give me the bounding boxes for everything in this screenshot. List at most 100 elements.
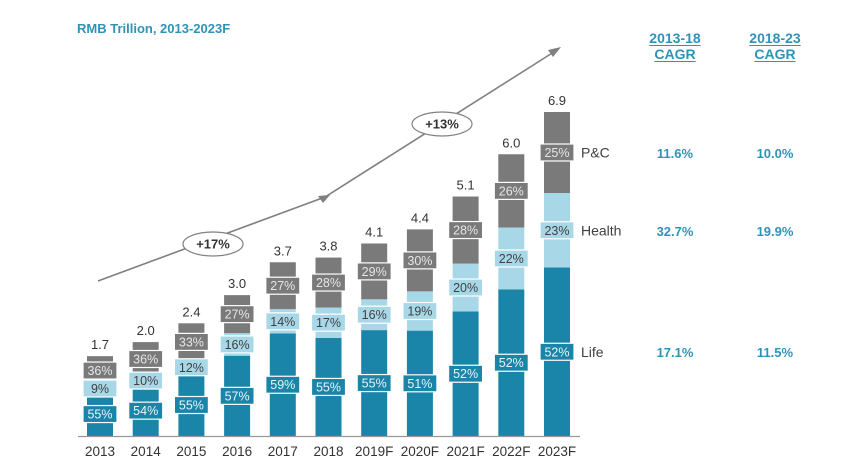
- segment-label: 28%: [316, 276, 341, 290]
- total-label: 6.0: [502, 135, 520, 150]
- x-tick-label: 2016: [222, 444, 252, 459]
- cagr-pc-2018-23: 10.0%: [756, 146, 794, 161]
- total-label: 2.4: [182, 304, 200, 319]
- segment-labels: 55% 9% 36% 1.7 54% 10% 36% 2.0 55% 12% 33% 2.4 57% 16…: [82, 93, 575, 424]
- total-label: 5.1: [457, 178, 475, 193]
- segment-label: 59%: [270, 378, 295, 392]
- cagr-header-period: 2013-18: [649, 30, 701, 46]
- segment-label: 55%: [87, 408, 112, 422]
- segment-label-box: [448, 278, 484, 297]
- segment-label: 57%: [225, 389, 250, 403]
- total-label: 4.1: [365, 224, 383, 239]
- segment-label-box: [310, 273, 347, 292]
- segment-label: 27%: [270, 279, 295, 293]
- cagr-life-2013-18: 17.1%: [656, 345, 694, 360]
- x-tick-label: 2021F: [446, 444, 484, 459]
- segment-label-box: [402, 251, 438, 270]
- segment-label: 26%: [499, 184, 524, 198]
- x-tick-label: 2020F: [401, 444, 439, 459]
- segment-label: 25%: [544, 146, 569, 160]
- segment-label-box: [219, 386, 255, 405]
- total-label: 3.7: [274, 243, 292, 258]
- segment-label-box: [173, 332, 209, 351]
- cagr-header-2013-18: 2013-18 CAGR: [635, 30, 715, 62]
- x-tick-label: 2015: [176, 444, 206, 459]
- segment-label-box: [265, 276, 301, 295]
- segment-label-box: [265, 375, 301, 394]
- arrowhead-icon: [318, 195, 330, 203]
- segment-label: 16%: [362, 308, 387, 322]
- segment-label: 33%: [179, 335, 204, 349]
- x-axis: 2013 2014 2015 2016 2017 2018 2019F 2020F 2021F 2…: [78, 435, 580, 459]
- segment-label: 23%: [544, 224, 569, 238]
- segment-label-box: [493, 353, 529, 372]
- segment-label-box: [82, 361, 118, 380]
- cagr-header-label: CAGR: [754, 46, 796, 62]
- cagr-health-2013-18: 32.7%: [656, 224, 694, 239]
- segment-label-box: [356, 305, 392, 324]
- segment-label: 22%: [499, 252, 524, 266]
- segment-label: 51%: [407, 377, 432, 391]
- cagr-header-period: 2018-23: [749, 30, 801, 46]
- segment-label: 27%: [225, 308, 250, 322]
- segment-label-box: [448, 364, 484, 383]
- segment-label-box: [539, 143, 575, 162]
- cagr-bubble-label: +17%: [196, 237, 230, 252]
- cagr-health-2018-23: 19.9%: [756, 224, 794, 239]
- growth-arrow: +17% +13%: [97, 47, 561, 282]
- segment-label-box: [493, 249, 529, 268]
- legend-health: Health: [581, 222, 621, 238]
- segment-label: 36%: [133, 352, 158, 366]
- segment-label-box: [448, 220, 484, 240]
- cagr-life-2018-23: 11.5%: [756, 345, 794, 360]
- cagr-bubble-label: +13%: [425, 117, 459, 132]
- cagr-header-2018-23: 2018-23 CAGR: [735, 30, 815, 62]
- segment-label: 55%: [316, 380, 341, 394]
- cagr-header-label: CAGR: [654, 46, 696, 62]
- legend-pc: P&C: [581, 145, 610, 161]
- segment-label-box: [219, 305, 255, 324]
- segment-label-box: [128, 349, 164, 369]
- segment-label: 55%: [362, 377, 387, 391]
- x-tick-label: 2023F: [538, 444, 576, 459]
- segment-label: 19%: [407, 305, 432, 319]
- segment-label: 29%: [362, 265, 387, 279]
- segment-label: 52%: [453, 367, 478, 381]
- segment-label: 10%: [133, 374, 158, 388]
- segment-label: 28%: [453, 224, 478, 238]
- segment-label: 30%: [407, 254, 432, 268]
- cagr-pc-2013-18: 11.6%: [656, 146, 694, 161]
- x-tick-label: 2017: [268, 444, 298, 459]
- legend: P&C Health Life: [581, 145, 621, 360]
- segment-label: 9%: [91, 382, 109, 396]
- total-label: 1.7: [91, 337, 109, 352]
- x-tick-label: 2022F: [492, 444, 530, 459]
- segment-label-box: [173, 358, 209, 377]
- segment-label: 55%: [179, 399, 204, 413]
- segment-label-box: [402, 374, 438, 393]
- segment-label-box: [310, 313, 347, 332]
- segment-label-box: [493, 181, 529, 200]
- segment-label: 16%: [225, 338, 250, 352]
- segment-label-box: [82, 379, 118, 398]
- segment-label-box: [173, 395, 209, 415]
- total-label: 6.9: [548, 93, 566, 108]
- x-tick-label: 2013: [85, 444, 115, 459]
- segment-label-box: [265, 312, 301, 331]
- segment-label-box: [402, 301, 438, 321]
- total-label: 3.0: [228, 276, 246, 291]
- segment-label-box: [539, 221, 575, 240]
- segment-label-box: [356, 262, 392, 281]
- segment-label: 36%: [87, 364, 112, 378]
- cagr-bubble: [182, 231, 244, 257]
- total-label: 4.4: [411, 210, 429, 225]
- x-tick-label: 2018: [313, 444, 343, 459]
- segment-label-box: [128, 401, 164, 420]
- segment-label: 20%: [453, 281, 478, 295]
- cagr-bubble: [411, 111, 473, 137]
- segment-label-box: [128, 371, 164, 390]
- segment-label: 12%: [179, 361, 204, 375]
- total-label: 3.8: [319, 239, 337, 254]
- segment-label: 52%: [499, 356, 524, 370]
